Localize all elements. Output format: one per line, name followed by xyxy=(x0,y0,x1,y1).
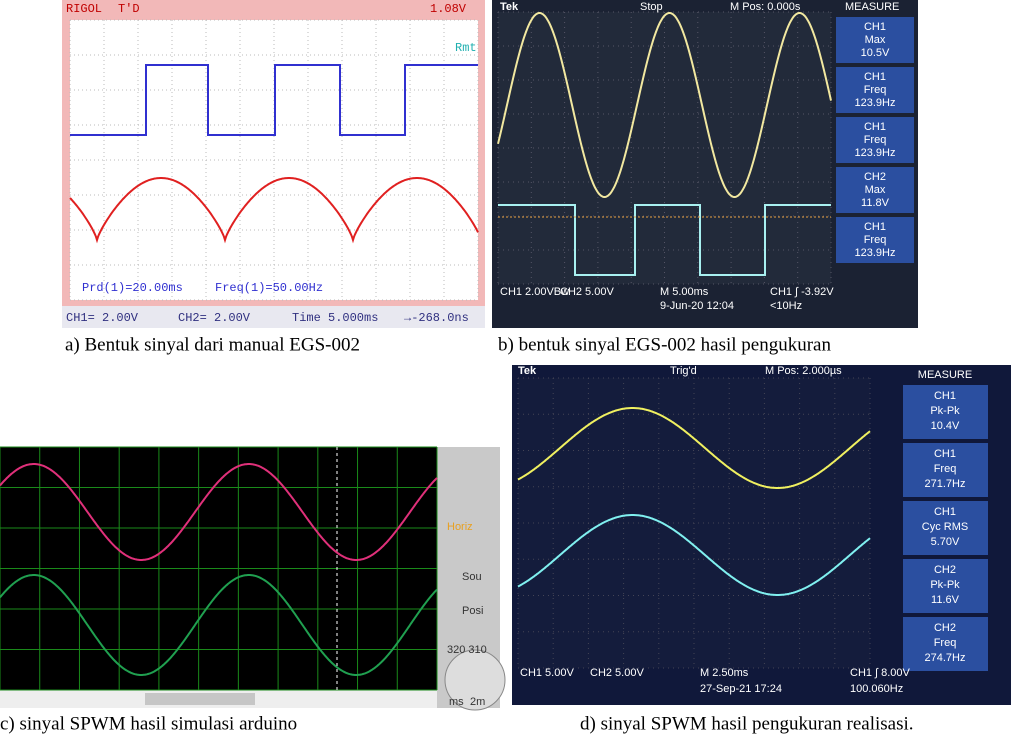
measure-box xyxy=(903,559,988,613)
label: M 5.00ms xyxy=(660,286,709,298)
label: 11.6V xyxy=(931,594,960,606)
measure-box xyxy=(836,17,914,63)
label: CH2 xyxy=(864,171,886,183)
label: Freq xyxy=(934,463,957,475)
label: 9-Jun-20 12:04 xyxy=(660,300,734,312)
label: Tek xyxy=(518,365,537,377)
waveform xyxy=(517,514,871,596)
label: Trig'd xyxy=(670,365,697,377)
label: Stop xyxy=(640,1,663,13)
label: Max xyxy=(865,184,886,196)
knob xyxy=(444,649,506,711)
label: 10.5V xyxy=(861,47,890,59)
label: Cyc RMS xyxy=(922,521,968,533)
label: CH2 5.00V xyxy=(560,286,614,298)
waveform xyxy=(0,574,438,676)
measure-box xyxy=(903,443,988,497)
label: M 2.50ms xyxy=(700,667,749,679)
label: CH2 xyxy=(934,564,956,576)
label: 1.08V xyxy=(430,2,467,16)
waveform xyxy=(0,463,438,561)
measure-box xyxy=(836,67,914,113)
measure-box xyxy=(836,217,914,263)
label: CH2 xyxy=(934,622,956,634)
measure-box xyxy=(903,617,988,671)
label: Freq xyxy=(864,84,887,96)
label: Tek xyxy=(500,1,519,13)
label: →-268.0ns xyxy=(404,311,469,325)
measure-box xyxy=(903,385,988,439)
label: CH2 5.00V xyxy=(590,667,644,679)
label: Max xyxy=(865,34,886,46)
label: CH2= 2.00V xyxy=(178,311,251,325)
measure-box xyxy=(836,117,914,163)
waveform xyxy=(498,204,831,276)
label: Rmt xyxy=(455,41,477,55)
label: 274.7Hz xyxy=(925,652,966,664)
label: 10.4V xyxy=(931,420,960,432)
label: CH1 xyxy=(934,506,956,518)
label: Horiz xyxy=(447,521,473,533)
label: d) sinyal SPWM hasil pengukuran realisas… xyxy=(580,713,914,734)
label: 2m xyxy=(470,696,485,708)
label: MEASURE xyxy=(845,1,899,13)
label: Pk-Pk xyxy=(930,405,960,417)
waveform xyxy=(497,12,832,198)
label: CH1 2.00VBw xyxy=(500,286,569,298)
label: 5.70V xyxy=(931,536,960,548)
waveform xyxy=(69,177,479,244)
label: c) sinyal SPWM hasil simulasi arduino xyxy=(0,713,297,734)
label: Freq xyxy=(864,234,887,246)
label: 320 310 xyxy=(447,644,487,656)
label: CH1= 2.00V xyxy=(66,311,139,325)
label: a) Bentuk sinyal dari manual EGS-002 xyxy=(65,334,360,355)
label: <10Hz xyxy=(770,300,802,312)
label: CH1 ∫ -3.92V xyxy=(770,286,834,298)
label: CH1 xyxy=(864,71,886,83)
waveform xyxy=(517,407,871,489)
label: Time 5.000ms xyxy=(292,311,378,325)
label: MEASURE xyxy=(918,369,972,381)
waveform xyxy=(70,64,478,136)
label: 27-Sep-21 17:24 xyxy=(700,683,782,695)
label: 11.8V xyxy=(861,197,890,209)
label: Freq(1)=50.00Hz xyxy=(215,281,323,295)
label: Freq xyxy=(934,637,957,649)
label: T'D xyxy=(118,2,140,16)
label: M Pos: 2.000µs xyxy=(765,365,842,377)
label: Posi xyxy=(462,605,483,617)
label: RIGOL xyxy=(66,2,102,16)
label: ms xyxy=(449,696,464,708)
label: 271.7Hz xyxy=(925,478,966,490)
label: Freq xyxy=(864,134,887,146)
label: Pk-Pk xyxy=(930,579,960,591)
label: CH1 xyxy=(864,221,886,233)
measure-box xyxy=(836,167,914,213)
label: b) bentuk sinyal EGS-002 hasil pengukura… xyxy=(498,334,831,355)
label: CH1 ∫ 8.00V xyxy=(850,667,911,679)
label: CH1 xyxy=(864,21,886,33)
label: Sou xyxy=(462,571,482,583)
panel-a-footer-bar xyxy=(62,306,485,328)
label: M Pos: 0.000s xyxy=(730,1,801,13)
label: Prd(1)=20.00ms xyxy=(82,281,183,295)
label: CH1 xyxy=(864,121,886,133)
label: 100.060Hz xyxy=(850,683,903,695)
label: CH1 5.00V xyxy=(520,667,574,679)
measure-box xyxy=(903,501,988,555)
label: 123.9Hz xyxy=(855,247,896,259)
label: 123.9Hz xyxy=(855,97,896,109)
scroll-thumb xyxy=(145,693,255,705)
label: CH1 xyxy=(934,448,956,460)
label: 123.9Hz xyxy=(855,147,896,159)
label: CH1 xyxy=(934,390,956,402)
